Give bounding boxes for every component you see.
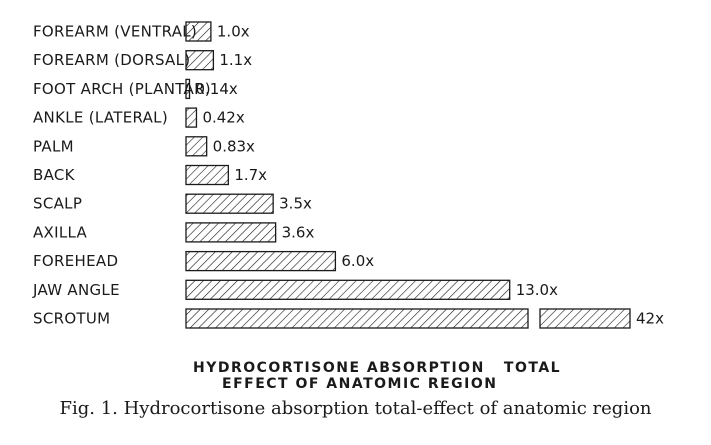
chart-subtitle-line-1: HYDROCORTISONE ABSORPTION TOTAL	[193, 360, 561, 376]
bar	[185, 250, 337, 272]
bar	[185, 193, 274, 214]
bar	[185, 308, 529, 329]
category-label: BACK	[33, 166, 76, 184]
figure-caption: Fig. 1. Hydrocortisone absorption total-…	[59, 398, 652, 419]
value-labels: 1.0x 1.1x 0.14x 0.42x 0.83x 1.7x 3.5x 3.6x 6.0x 1…	[196, 23, 665, 328]
bar	[185, 50, 215, 71]
category-label: ANKLE (LATERAL)	[33, 109, 168, 127]
data-label: 42x	[636, 310, 664, 328]
category-label: FOOT ARCH (PLANTAR)	[33, 80, 211, 98]
data-label: 0.83x	[213, 137, 255, 155]
bar	[185, 78, 191, 100]
bar	[185, 279, 511, 300]
data-label: 0.14x	[196, 80, 238, 98]
bar	[185, 164, 229, 186]
category-label: FOREHEAD	[33, 252, 118, 270]
category-label: SCROTUM	[33, 310, 110, 328]
bar	[185, 107, 198, 128]
chart-subtitle-line-2: EFFECT OF ANATOMIC REGION	[222, 376, 498, 392]
data-label: 0.42x	[202, 109, 244, 127]
bar	[185, 136, 208, 157]
category-label: FOREARM (DORSAL)	[33, 51, 190, 69]
data-label: 1.1x	[219, 51, 252, 69]
bar	[185, 21, 212, 42]
bars	[185, 21, 631, 329]
bar-chart: FOREARM (VENTRAL) FOREARM (DORSAL) FOOT AR…	[32, 21, 665, 392]
category-label: SCALP	[33, 195, 82, 213]
bar	[185, 222, 277, 243]
data-label: 1.7x	[234, 166, 267, 184]
category-labels: FOREARM (VENTRAL) FOREARM (DORSAL) FOOT AR…	[32, 23, 211, 328]
category-label: FOREARM (VENTRAL)	[33, 23, 197, 41]
data-label: 13.0x	[516, 281, 558, 299]
data-label: 1.0x	[217, 23, 250, 41]
data-label: 3.6x	[282, 223, 315, 241]
category-label: PALM	[33, 137, 74, 155]
data-label: 6.0x	[341, 252, 374, 270]
category-label: AXILLA	[33, 223, 88, 241]
bar-break-segment	[539, 308, 631, 329]
data-label: 3.5x	[279, 195, 312, 213]
category-label: JAW ANGLE	[32, 281, 120, 299]
